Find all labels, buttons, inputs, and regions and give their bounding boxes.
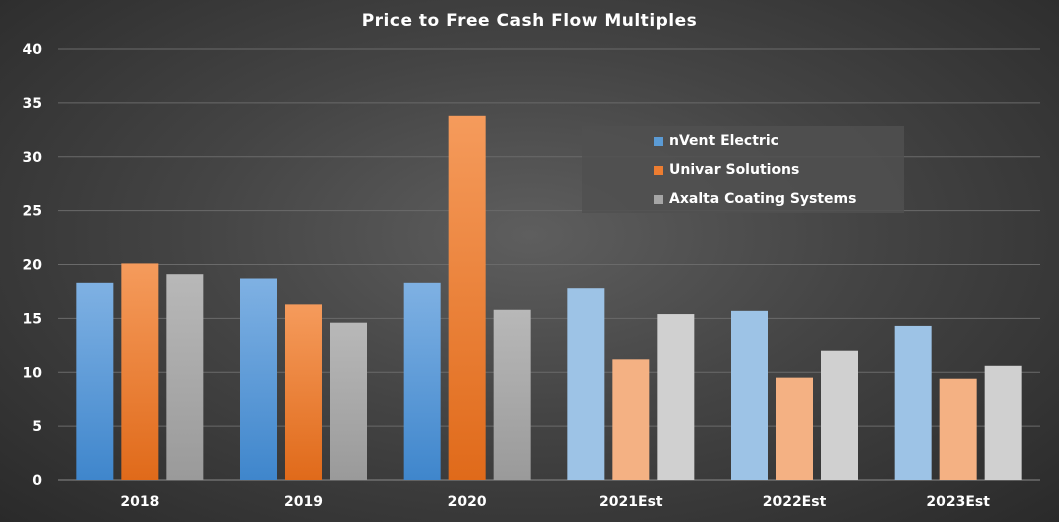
x-tick-label: 2020 [448,494,487,510]
legend-swatch-axalta [654,194,663,204]
bar-nvent-electric [567,288,605,480]
bar-nvent-electric [894,325,932,480]
bar-nvent-electric [403,282,441,480]
y-tick-label: 35 [23,96,42,112]
bar-univar-solutions [939,378,977,480]
bar-axalta-coating-systems [166,274,204,480]
legend: nVent Electric Univar Solutions Axalta C… [582,126,904,213]
bar-axalta-coating-systems [657,314,695,480]
legend-label-univar: Univar Solutions [669,162,800,178]
bar-univar-solutions [612,359,650,480]
y-tick-label: 10 [23,365,43,381]
y-tick-label: 20 [23,258,43,274]
legend-swatch-univar [654,165,663,175]
bar-nvent-electric [240,278,277,480]
chart-title: Price to Free Cash Flow Multiples [361,11,698,31]
x-tick-label: 2021Est [599,494,663,510]
bar-univar-solutions [121,263,159,480]
y-tick-label: 15 [23,311,42,327]
x-tick-label: 2022Est [763,494,827,510]
bar-univar-solutions [285,304,322,480]
x-tick-label: 2019 [284,494,323,510]
legend-item-axalta: Axalta Coating Systems [654,189,856,209]
x-tick-label: 2023Est [926,494,990,510]
legend-swatch-nvent [654,136,663,146]
bar-nvent-electric [731,310,768,480]
y-tick-label: 0 [32,473,42,489]
bar-axalta-coating-systems [984,365,1022,480]
y-tick-label: 30 [23,150,43,166]
bar-univar-solutions [448,115,486,481]
y-tick-label: 25 [23,204,42,220]
legend-label-axalta: Axalta Coating Systems [669,191,857,207]
bar-axalta-coating-systems [330,322,367,480]
y-tick-label: 40 [23,42,43,58]
bar-axalta-coating-systems [821,350,858,480]
legend-item-univar: Univar Solutions [654,160,799,180]
bar-nvent-electric [76,282,114,480]
legend-label-nvent: nVent Electric [669,133,779,149]
y-tick-label: 5 [32,419,42,435]
bar-univar-solutions [776,377,813,480]
bar-axalta-coating-systems [493,309,531,480]
legend-item-nvent: nVent Electric [654,131,779,151]
x-tick-label: 2018 [120,494,159,510]
